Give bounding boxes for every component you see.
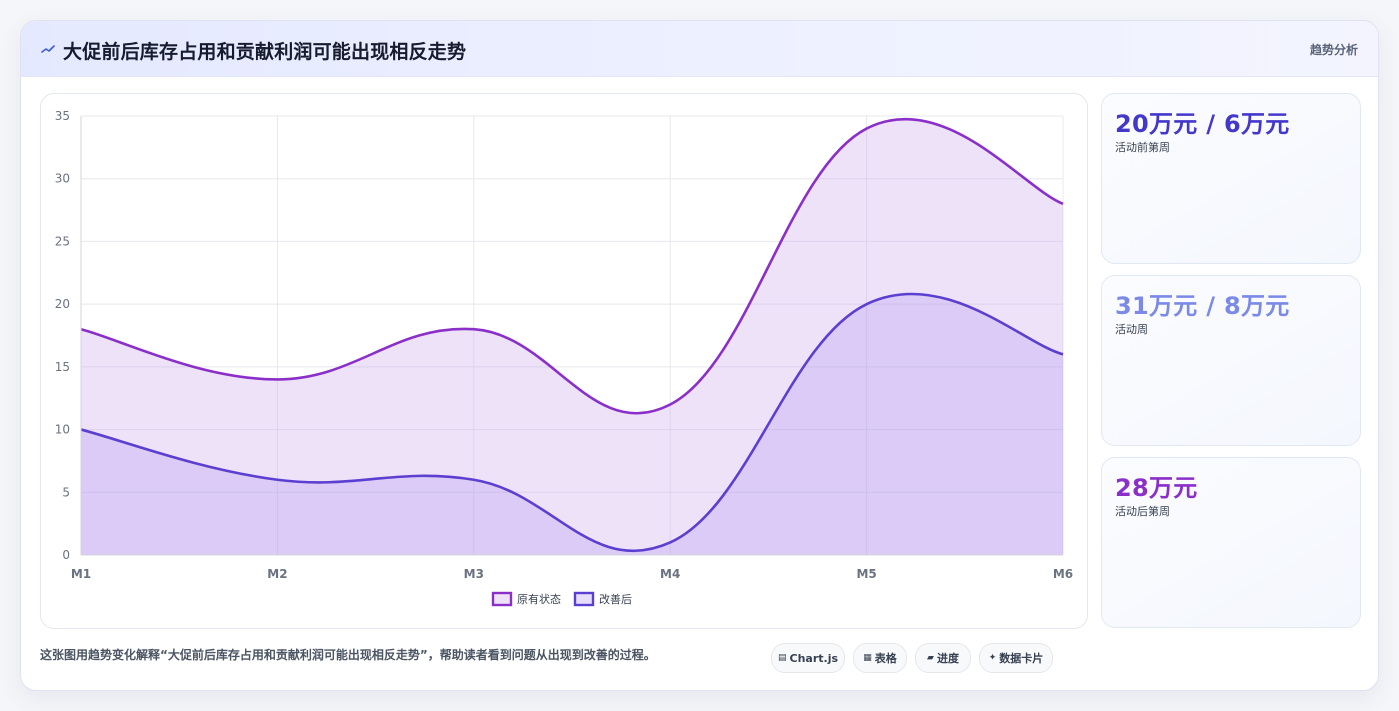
sparkle-icon: ✦ — [988, 653, 997, 663]
x-tick-label: M5 — [856, 567, 876, 581]
legend-swatch-1 — [491, 591, 513, 607]
x-tick-label: M4 — [660, 567, 680, 581]
series-line-1 — [80, 117, 1064, 415]
chart-icon: ▤ — [777, 653, 787, 663]
category-tag: 趋势分析 — [1309, 43, 1358, 57]
y-tick-label: 0 — [62, 548, 70, 562]
chart-caption: 这张图用趋势变化解释“大促前后库存占用和贡献利润可能出现相反走势”，帮助读者看到… — [40, 648, 656, 662]
stat-label: 活动前第周 — [1115, 141, 1170, 154]
x-tick-label: M6 — [1053, 567, 1073, 581]
card-header: 大促前后库存占用和贡献利润可能出现相反走势 趋势分析 — [21, 21, 1378, 77]
stat-value: 20万元 / 6万元 — [1115, 110, 1290, 138]
y-tick-label: 30 — [55, 172, 70, 186]
progress-icon: ▰ — [927, 653, 934, 663]
pill-chartjs[interactable]: ▤ Chart.js — [771, 643, 845, 673]
series-area-2 — [81, 293, 1063, 555]
area-chart: 0 5 10 15 20 25 30 35 M1 M2 M3 M4 M5 M6 原有状态 改善后 — [55, 109, 1073, 607]
pill-label: 进度 — [936, 652, 959, 665]
pill-label: 数据卡片 — [999, 652, 1044, 665]
stat-card-during: 31万元 / 8万元 活动周 — [1101, 275, 1361, 446]
y-tick-label: 35 — [55, 109, 70, 123]
stat-card-before: 20万元 / 6万元 活动前第周 — [1101, 93, 1361, 264]
y-tick-label: 20 — [55, 297, 70, 311]
x-tick-label: M3 — [464, 567, 484, 581]
y-tick-label: 15 — [55, 360, 70, 374]
stat-label: 活动周 — [1115, 323, 1148, 336]
stat-card-after: 28万元 活动后第周 — [1101, 457, 1361, 628]
stat-value: 28万元 — [1115, 474, 1198, 502]
series-line-2 — [80, 292, 1064, 553]
x-tick-label: M2 — [267, 567, 287, 581]
pill-label: 表格 — [874, 652, 897, 665]
chart-card: 大促前后库存占用和贡献利润可能出现相反走势 趋势分析 0 5 10 15 20 25 30 3… — [20, 20, 1379, 691]
table-icon: ▦ — [863, 653, 872, 663]
pill-label: Chart.js — [789, 651, 839, 665]
series-area-1 — [81, 119, 1063, 555]
chart-panel: 0 5 10 15 20 25 30 35 M1 M2 M3 M4 M5 M6 原有状态 改善后 — [40, 93, 1088, 629]
x-tick-label: M1 — [71, 567, 91, 581]
page-title: 大促前后库存占用和贡献利润可能出现相反走势 — [63, 41, 467, 63]
y-tick-label: 10 — [55, 423, 70, 437]
pill-progress[interactable]: ▰ 进度 — [915, 643, 971, 673]
trend-icon — [41, 45, 55, 53]
legend-swatch-2 — [573, 591, 595, 607]
stat-value: 31万元 / 8万元 — [1115, 292, 1290, 320]
y-tick-label: 5 — [62, 485, 70, 499]
pill-data-card[interactable]: ✦ 数据卡片 — [979, 643, 1053, 673]
pill-table[interactable]: ▦ 表格 — [853, 643, 907, 673]
legend-label-2: 改善后 — [599, 592, 632, 606]
y-tick-label: 25 — [55, 234, 70, 248]
legend-label-1: 原有状态 — [517, 592, 561, 606]
stat-label: 活动后第周 — [1115, 505, 1170, 518]
